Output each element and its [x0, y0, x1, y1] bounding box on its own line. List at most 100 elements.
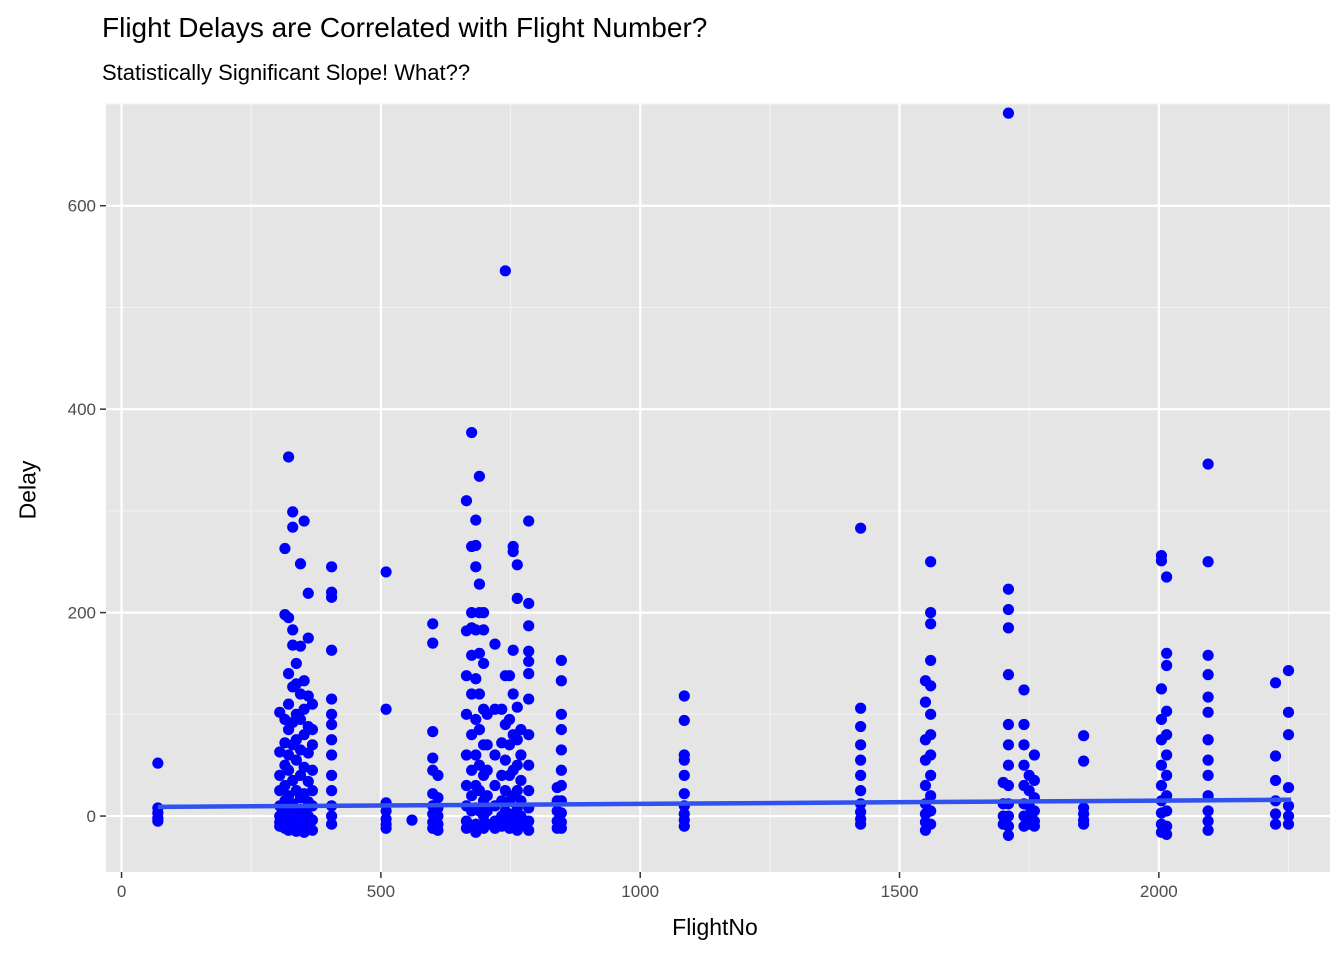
data-point	[481, 739, 493, 751]
data-point	[523, 785, 535, 797]
data-point	[1269, 750, 1282, 762]
data-point	[1002, 603, 1015, 616]
data-point	[306, 785, 319, 797]
data-point	[380, 566, 392, 578]
data-point	[1018, 759, 1030, 771]
data-point	[1161, 828, 1173, 840]
data-point	[925, 818, 937, 830]
data-point	[427, 752, 439, 764]
y-tick-label: 200	[68, 604, 96, 623]
data-point	[326, 749, 338, 761]
trend-line-group	[157, 797, 1292, 810]
data-point	[1202, 734, 1214, 746]
data-point	[855, 720, 867, 733]
data-point	[678, 788, 690, 800]
data-point	[287, 506, 299, 518]
data-point	[302, 775, 314, 788]
data-point	[466, 426, 478, 439]
data-point	[1028, 820, 1040, 832]
data-point	[1155, 683, 1168, 695]
data-point	[503, 670, 516, 682]
data-point	[477, 607, 490, 619]
data-point	[1161, 647, 1173, 659]
data-point	[470, 514, 482, 526]
data-point	[481, 764, 493, 776]
x-tick-label: 500	[367, 882, 395, 901]
data-point	[1155, 759, 1168, 771]
data-point	[503, 713, 516, 726]
data-point	[274, 769, 286, 781]
data-point	[380, 805, 392, 817]
data-point	[1202, 706, 1214, 718]
data-point	[432, 792, 444, 804]
data-point	[925, 618, 937, 630]
data-point	[1202, 649, 1214, 661]
data-point	[1028, 749, 1040, 761]
data-point	[1018, 739, 1030, 751]
data-point	[1282, 706, 1295, 718]
data-point	[855, 739, 867, 751]
data-point	[1202, 669, 1214, 681]
data-point	[282, 764, 295, 776]
data-point	[855, 785, 867, 797]
data-point	[555, 807, 567, 819]
data-point	[1161, 749, 1173, 761]
data-point	[470, 539, 482, 552]
data-point	[294, 558, 307, 570]
data-point	[1028, 774, 1040, 787]
data-point	[523, 824, 535, 836]
data-point	[523, 815, 535, 827]
data-point	[925, 769, 937, 781]
data-point	[555, 675, 567, 687]
data-point	[523, 645, 535, 657]
data-point	[1018, 718, 1030, 731]
data-point	[925, 708, 937, 720]
data-point	[1002, 669, 1015, 681]
data-point	[326, 769, 338, 781]
data-point	[290, 657, 302, 670]
data-point	[555, 723, 567, 736]
data-point	[523, 729, 535, 741]
data-point	[1161, 820, 1173, 832]
data-point	[507, 688, 519, 700]
data-point	[1161, 705, 1173, 717]
data-point	[432, 810, 444, 822]
data-point	[326, 718, 338, 731]
data-point	[460, 708, 473, 720]
data-point	[511, 759, 523, 771]
data-point	[499, 754, 511, 766]
data-point	[380, 703, 392, 715]
data-point	[1269, 808, 1282, 820]
data-point	[460, 670, 473, 682]
data-point	[919, 779, 932, 792]
data-point	[855, 702, 867, 714]
data-point	[1202, 805, 1214, 817]
data-point	[678, 690, 690, 702]
x-axis-label: FlightNo	[672, 914, 758, 940]
data-point	[473, 647, 486, 659]
data-point	[1002, 820, 1015, 832]
data-point	[855, 754, 867, 766]
data-point	[470, 561, 482, 573]
data-point	[460, 749, 473, 761]
data-point	[473, 470, 486, 482]
data-point	[406, 814, 418, 826]
chart-subtitle: Statistically Significant Slope! What??	[102, 60, 471, 85]
data-point	[306, 698, 319, 710]
data-point	[925, 790, 937, 802]
data-point	[473, 723, 486, 736]
data-point	[523, 668, 535, 680]
data-point	[1155, 713, 1168, 726]
data-point	[1002, 779, 1015, 792]
data-point	[511, 701, 523, 713]
data-point	[1078, 730, 1090, 742]
data-point	[298, 515, 310, 527]
data-point	[925, 729, 937, 741]
data-point	[555, 744, 567, 756]
data-point	[1155, 779, 1168, 792]
data-point	[432, 769, 444, 781]
data-point	[855, 522, 867, 534]
data-point	[152, 757, 164, 769]
data-point	[466, 607, 478, 619]
